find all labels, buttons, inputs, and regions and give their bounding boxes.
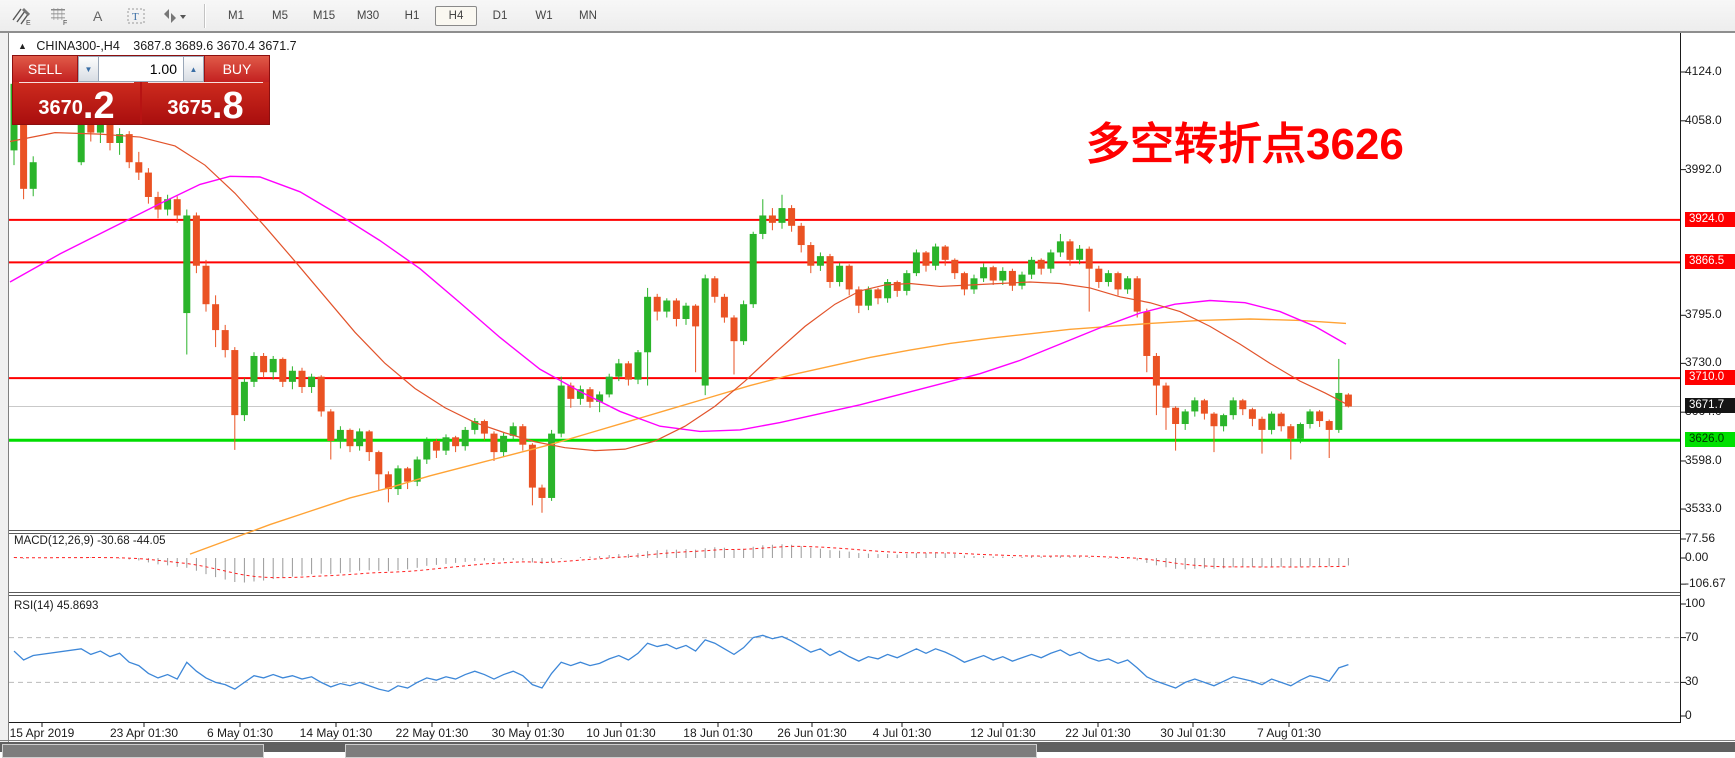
date-tick-label: 22 Jul 01:30 <box>1065 726 1131 740</box>
timeframe-button-m1[interactable]: M1 <box>228 9 244 22</box>
timeframe-button-d1[interactable]: D1 <box>492 9 508 22</box>
date-tick-label: 7 Aug 01:30 <box>1256 726 1322 740</box>
price-tick: 3795.0 <box>1685 307 1722 322</box>
date-tick-label: 30 Jul 01:30 <box>1160 726 1226 740</box>
svg-text:E: E <box>26 20 31 26</box>
svg-text:F: F <box>63 20 67 26</box>
buy-price-display[interactable]: 3675 .8 <box>142 82 269 127</box>
macd-tick: 0.00 <box>1685 550 1709 564</box>
level-price-badge: 3924.0 <box>1685 211 1735 227</box>
price-tick: 4058.0 <box>1685 112 1722 127</box>
sell-price-frac: .2 <box>82 84 115 127</box>
timeframe-button-w1[interactable]: W1 <box>535 9 553 22</box>
rsi-tick: 30 <box>1685 674 1699 689</box>
arrange-windows-icon[interactable] <box>158 2 190 30</box>
chart-area[interactable] <box>9 33 1735 741</box>
timeframe-button-m30[interactable]: M30 <box>356 9 380 22</box>
svg-text:T: T <box>132 11 139 23</box>
level-price-badge: 3710.0 <box>1685 370 1735 386</box>
toolbar-separator <box>204 3 206 28</box>
grid-icon[interactable]: F <box>44 2 76 30</box>
sell-price-main: 3670 <box>38 97 83 119</box>
text-label-icon[interactable]: A <box>82 2 114 30</box>
volume-increase-button[interactable]: ▲ <box>183 56 204 82</box>
collapse-triangle-icon[interactable]: ▲ <box>18 41 27 51</box>
timeframe-button-m5[interactable]: M5 <box>272 9 288 22</box>
price-tick: 3533.0 <box>1685 501 1722 516</box>
timeframe-button-h4[interactable]: H4 <box>435 5 477 26</box>
current-price-badge: 3671.7 <box>1685 398 1735 414</box>
date-tick-label: 12 Jul 01:30 <box>970 726 1036 740</box>
macd-tick: -106.67 <box>1685 576 1726 591</box>
timeframe-button-m15[interactable]: M15 <box>312 9 336 22</box>
level-price-badge: 3626.0 <box>1685 432 1735 448</box>
date-tick-label: 18 Jun 01:30 <box>683 726 753 740</box>
rsi-tick: 70 <box>1685 629 1699 644</box>
ohlc-values: 3687.8 3689.6 3670.4 3671.7 <box>133 39 297 53</box>
date-tick-label: 14 May 01:30 <box>299 726 373 740</box>
date-tick-label: 23 Apr 01:30 <box>109 726 179 740</box>
date-tick-label: 6 May 01:30 <box>206 726 274 740</box>
date-tick-label: 30 May 01:30 <box>491 726 565 740</box>
rsi-tick: 100 <box>1685 596 1706 610</box>
one-click-trade-panel: SELL ▼ ▲ BUY 3670 .2 3675 .8 <box>12 55 270 125</box>
sell-button[interactable]: SELL <box>13 56 78 82</box>
buy-button[interactable]: BUY <box>204 56 269 82</box>
date-tick-label: 22 May 01:30 <box>395 726 469 740</box>
buy-price-main: 3675 <box>167 97 212 119</box>
chart-title: ▲ CHINA300-,H4 3687.8 3689.6 3670.4 3671… <box>18 39 297 53</box>
macd-label: MACD(12,26,9) -30.68 -44.05 <box>14 535 166 547</box>
date-tick-label: 26 Jun 01:30 <box>777 726 847 740</box>
price-tick: 3992.0 <box>1685 161 1722 176</box>
svg-text:A: A <box>93 8 103 24</box>
volume-decrease-button[interactable]: ▼ <box>78 56 99 82</box>
timeframe-buttons: M1 M5 M15 M30 H1 H4 D1 W1 MN <box>214 5 610 26</box>
rsi-label: RSI(14) 45.8693 <box>14 600 99 612</box>
chart-annotation-text: 多空转折点3626 <box>1086 120 1404 169</box>
top-toolbar: E F A T M1 M5 M15 M30 H1 H4 D1 W1 M <box>0 0 1735 32</box>
volume-input[interactable] <box>99 56 183 82</box>
macd-tick: 77.56 <box>1685 530 1716 545</box>
level-price-badge: 3866.5 <box>1685 254 1735 270</box>
buy-price-frac: .8 <box>211 84 244 127</box>
rsi-tick: 0 <box>1685 708 1692 722</box>
price-tick: 3598.0 <box>1685 452 1722 467</box>
bottom-tab[interactable] <box>2 744 264 758</box>
symbol-label: CHINA300-,H4 <box>36 39 120 53</box>
date-tick-label: 15 Apr 2019 <box>9 726 75 740</box>
price-tick: 4124.0 <box>1685 64 1722 78</box>
indicators-icon[interactable]: E <box>6 2 38 30</box>
sell-price-display[interactable]: 3670 .2 <box>13 82 140 127</box>
date-tick-label: 10 Jun 01:30 <box>586 726 656 740</box>
bottom-bar <box>0 742 1735 758</box>
timeframe-button-h1[interactable]: H1 <box>404 9 420 22</box>
price-tick: 3730.0 <box>1685 355 1722 370</box>
timeframe-button-mn[interactable]: MN <box>579 9 597 22</box>
text-box-icon[interactable]: T <box>120 2 152 30</box>
bottom-tab[interactable] <box>345 744 1037 758</box>
date-tick-label: 4 Jul 01:30 <box>872 726 932 740</box>
